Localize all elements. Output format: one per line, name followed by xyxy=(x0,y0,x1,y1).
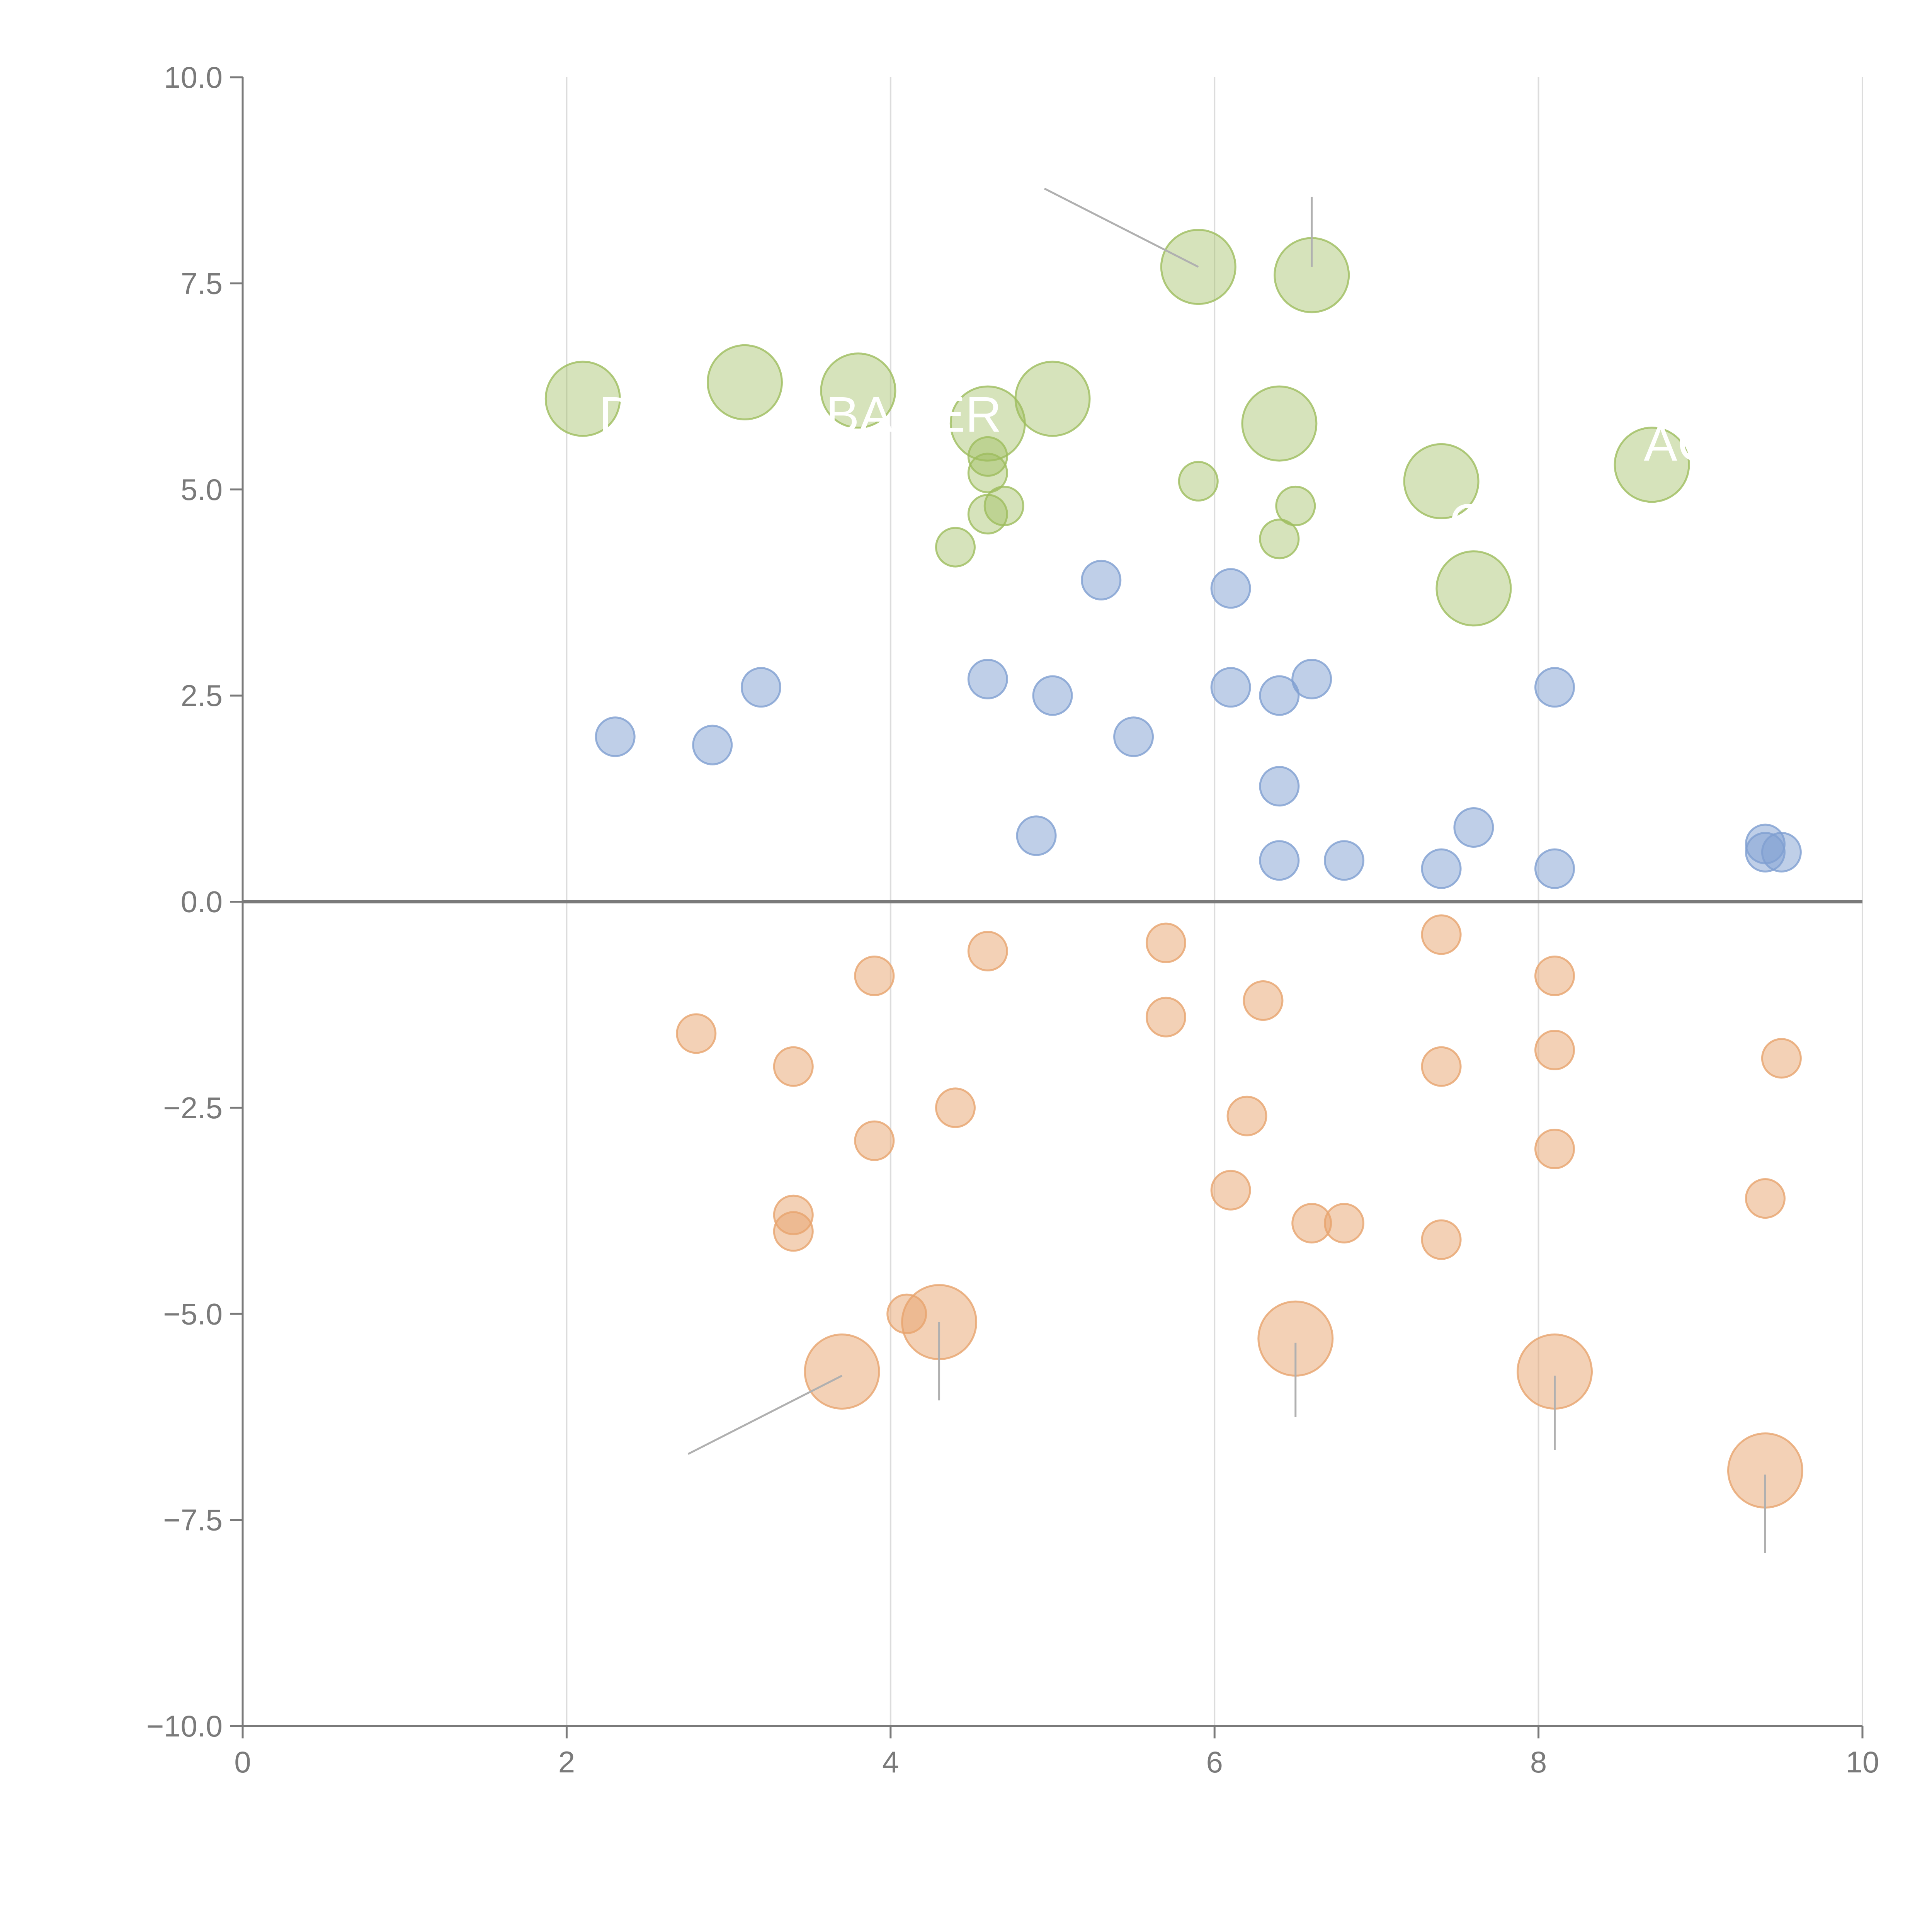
y-tick-label: −2.5 xyxy=(163,1091,223,1125)
blue-point-13 xyxy=(1259,840,1300,881)
orange-point-9 xyxy=(1145,922,1186,963)
orange-point-5 xyxy=(773,1211,814,1252)
green-point-18 xyxy=(935,527,976,568)
green-point-12 xyxy=(967,452,1008,493)
orange-point-2 xyxy=(854,956,895,997)
green-point-17 xyxy=(983,485,1024,526)
annotations: D BAGER O AC xyxy=(599,386,1713,549)
annotation-label: O xyxy=(1449,493,1488,550)
green-point-1 xyxy=(707,344,783,420)
orange-point-22 xyxy=(1745,1178,1786,1219)
blue-point-0 xyxy=(595,716,636,757)
green-point-14 xyxy=(1275,485,1316,526)
annotation-label: D xyxy=(599,386,635,442)
blue-point-21 xyxy=(1761,832,1802,872)
leader-lines xyxy=(687,187,1766,1553)
orange-point-3 xyxy=(854,1120,895,1161)
x-tick-label: 2 xyxy=(558,1745,575,1779)
blue-point-16 xyxy=(1453,807,1494,848)
annotation-label: BAGER xyxy=(826,386,1002,442)
y-tick-label: −10.0 xyxy=(146,1709,223,1743)
blue-point-1 xyxy=(692,724,733,765)
blue-point-18 xyxy=(1534,848,1575,889)
y-tick-label: 7.5 xyxy=(181,266,223,300)
green-point-2 xyxy=(820,352,896,429)
blue-point-4 xyxy=(1032,675,1073,716)
green-point-13 xyxy=(1178,461,1219,502)
orange-point-24 xyxy=(804,1333,880,1410)
green-point-11 xyxy=(967,436,1008,477)
green-point-0 xyxy=(544,361,621,437)
blue-point-6 xyxy=(1113,716,1154,757)
green-point-10 xyxy=(1435,550,1512,627)
blue-point-9 xyxy=(1210,667,1251,708)
y-tick-label: 10.0 xyxy=(164,60,223,94)
blue-point-10 xyxy=(1259,675,1300,716)
x-tick-label: 0 xyxy=(234,1745,251,1779)
orange-point-6 xyxy=(967,931,1008,972)
data-points xyxy=(544,229,1803,1509)
axis-ticks: 0 2 4 6 8 10 10.0 7.5 5.0 2.5 0.0 −2.5 −5.0 −7.5 −10.0 xyxy=(146,60,1879,1779)
blue-point-15 xyxy=(1421,848,1462,889)
x-tick-label: 6 xyxy=(1206,1745,1223,1779)
orange-point-21 xyxy=(1534,1129,1575,1170)
green-point-4 xyxy=(1014,361,1091,437)
y-tick-label: −5.0 xyxy=(163,1297,223,1331)
y-tick-label: −7.5 xyxy=(163,1503,223,1537)
green-point-8 xyxy=(1403,443,1480,519)
blue-point-11 xyxy=(1291,658,1332,699)
blue-point-3 xyxy=(967,658,1008,699)
orange-point-0 xyxy=(676,1013,717,1054)
orange-point-16 xyxy=(1421,914,1462,955)
blue-point-7 xyxy=(1016,815,1057,856)
orange-point-10 xyxy=(1145,997,1186,1037)
orange-point-19 xyxy=(1534,956,1575,997)
blue-point-8 xyxy=(1210,568,1251,609)
x-tick-label: 4 xyxy=(882,1745,899,1779)
orange-point-17 xyxy=(1421,1046,1462,1087)
orange-point-15 xyxy=(1324,1203,1365,1244)
green-point-15 xyxy=(1259,519,1300,560)
y-tick-label: 2.5 xyxy=(181,679,223,713)
y-tick-label: 0.0 xyxy=(181,885,223,919)
orange-point-11 xyxy=(1243,980,1284,1021)
blue-point-5 xyxy=(1081,560,1122,600)
y-tick-label: 5.0 xyxy=(181,473,223,507)
orange-point-12 xyxy=(1226,1095,1267,1136)
leader-line-0 xyxy=(1044,187,1199,268)
orange-point-7 xyxy=(935,1087,976,1128)
orange-point-1 xyxy=(773,1046,814,1087)
orange-point-23 xyxy=(1761,1038,1802,1079)
annotation-label: AC xyxy=(1644,415,1714,471)
blue-point-14 xyxy=(1324,840,1365,881)
blue-point-17 xyxy=(1534,667,1575,708)
orange-point-20 xyxy=(1534,1030,1575,1071)
x-tick-label: 10 xyxy=(1846,1745,1879,1779)
x-tick-label: 8 xyxy=(1530,1745,1547,1779)
green-point-7 xyxy=(1241,385,1318,462)
green-point-9 xyxy=(1614,427,1690,503)
orange-point-13 xyxy=(1210,1170,1251,1211)
leader-line-2 xyxy=(687,1375,843,1455)
blue-point-12 xyxy=(1259,766,1300,807)
blue-point-2 xyxy=(740,667,781,708)
orange-point-18 xyxy=(1421,1219,1462,1260)
